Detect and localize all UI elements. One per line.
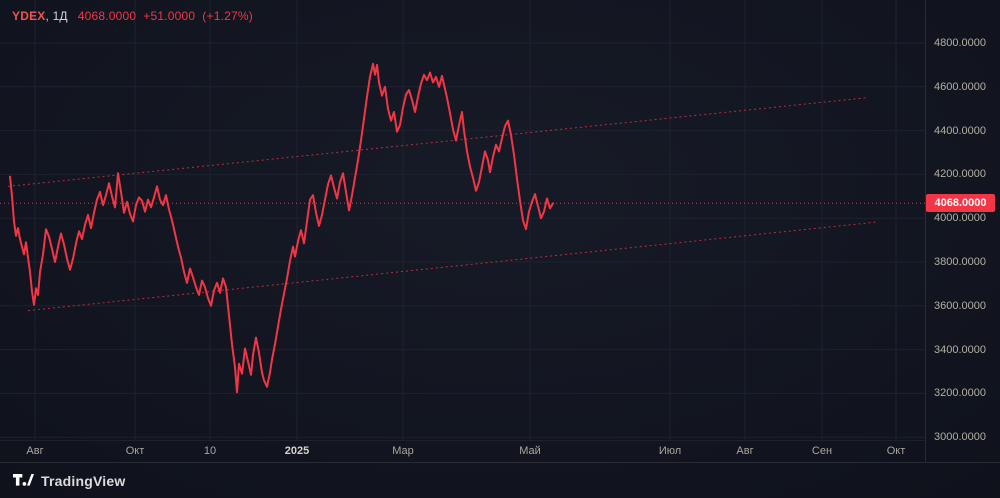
time-tick-label: 10 [203, 445, 217, 457]
time-tick-label-year: 2025 [284, 445, 310, 457]
symbol-name[interactable]: YDEX [12, 9, 46, 23]
price-tick-label: 3000.0000 [934, 431, 986, 444]
time-tick-label: Июл [658, 445, 682, 457]
price-change-percent: (+1.27%) [202, 9, 253, 23]
price-tick-label: 3600.0000 [934, 299, 986, 312]
price-tick-label: 4200.0000 [934, 168, 986, 181]
last-price-tag[interactable]: 4068.0000 [926, 194, 995, 213]
time-axis[interactable]: Авг Окт 10 2025 Мар Май Июл Авг Сен Окт [0, 440, 925, 462]
price-tick-label: 4400.0000 [934, 124, 986, 137]
time-tick-label: Май [519, 445, 541, 457]
price-line-series[interactable] [9, 62, 554, 394]
time-axis-separator [0, 440, 925, 441]
time-tick-label: Сен [811, 445, 833, 457]
price-tick-label: 3200.0000 [934, 387, 986, 400]
legend-separator: , [45, 9, 53, 23]
price-tick-label: 4800.0000 [934, 37, 986, 49]
time-tick-label: Авг [26, 445, 44, 457]
symbol-legend: YDEX, 1Д 4068.0000 +51.0000 (+1.27%) [12, 9, 253, 23]
brand-name[interactable]: TradingView [41, 472, 126, 489]
time-tick-label: Окт [886, 445, 906, 457]
price-change: +51.0000 [143, 9, 196, 23]
interval-label[interactable]: 1Д [52, 9, 68, 23]
trend-line[interactable] [7, 97, 867, 187]
time-tick-label: Авг [736, 445, 754, 457]
price-axis[interactable]: 4068.0000 4800.0000 4600.0000 4400.0000 420… [925, 0, 1000, 462]
last-price: 4068.0000 [77, 9, 137, 23]
time-tick-label: Окт [125, 445, 145, 457]
price-tick-label: 3800.0000 [934, 256, 986, 268]
price-axis-separator [925, 0, 926, 462]
trend-line[interactable] [27, 221, 877, 312]
tradingview-logo-icon[interactable] [13, 473, 34, 488]
time-tick-label: Мар [392, 445, 414, 457]
price-tick-label: 4600.0000 [934, 80, 986, 93]
footer-separator [0, 462, 1000, 463]
price-tick-label: 3400.0000 [934, 343, 986, 356]
footer-bar: TradingView [0, 463, 1000, 498]
price-tick-label: 4000.0000 [934, 212, 986, 225]
chart-plot-area[interactable] [0, 0, 925, 462]
